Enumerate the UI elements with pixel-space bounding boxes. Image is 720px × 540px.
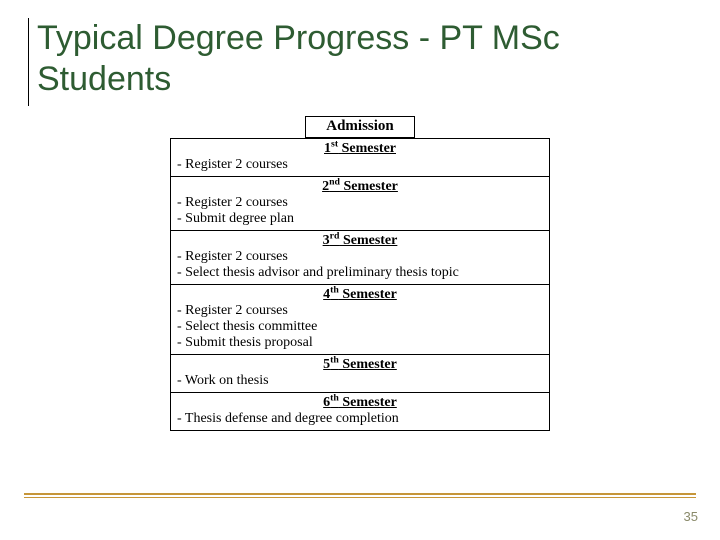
table-row: 2nd Semester- Register 2 courses- Submit… xyxy=(171,176,550,230)
progress-table: 1st Semester- Register 2 courses2nd Seme… xyxy=(170,138,550,431)
footer-rule xyxy=(24,493,696,498)
semester-header: 3rd Semester xyxy=(177,233,543,249)
title-block: Typical Degree Progress - PT MSc Student… xyxy=(28,18,692,106)
page-number: 35 xyxy=(684,509,698,524)
semester-cell: 4th Semester- Register 2 courses- Select… xyxy=(171,284,550,354)
semester-item: - Work on thesis xyxy=(177,373,543,389)
table-row: 4th Semester- Register 2 courses- Select… xyxy=(171,284,550,354)
progress-table-body: 1st Semester- Register 2 courses2nd Seme… xyxy=(171,138,550,430)
page-title: Typical Degree Progress - PT MSc Student… xyxy=(37,18,692,100)
semester-item: - Submit thesis proposal xyxy=(177,335,543,351)
semester-item: - Thesis defense and degree completion xyxy=(177,411,543,427)
semester-cell: 2nd Semester- Register 2 courses- Submit… xyxy=(171,176,550,230)
semester-cell: 1st Semester- Register 2 courses xyxy=(171,138,550,176)
table-row: 6th Semester- Thesis defense and degree … xyxy=(171,392,550,430)
semester-cell: 5th Semester- Work on thesis xyxy=(171,354,550,392)
semester-header: 4th Semester xyxy=(177,287,543,303)
table-row: 5th Semester- Work on thesis xyxy=(171,354,550,392)
semester-item: - Submit degree plan xyxy=(177,211,543,227)
admission-cell: Admission xyxy=(305,116,415,138)
semester-header: 2nd Semester xyxy=(177,179,543,195)
table-row: 3rd Semester- Register 2 courses- Select… xyxy=(171,230,550,284)
semester-cell: 6th Semester- Thesis defense and degree … xyxy=(171,392,550,430)
semester-item: - Register 2 courses xyxy=(177,195,543,211)
table-row: 1st Semester- Register 2 courses xyxy=(171,138,550,176)
semester-item: - Register 2 courses xyxy=(177,157,543,173)
semester-header: 6th Semester xyxy=(177,395,543,411)
semester-cell: 3rd Semester- Register 2 courses- Select… xyxy=(171,230,550,284)
semester-item: - Select thesis committee xyxy=(177,319,543,335)
semester-header: 5th Semester xyxy=(177,357,543,373)
semester-item: - Select thesis advisor and preliminary … xyxy=(177,265,543,281)
slide: Typical Degree Progress - PT MSc Student… xyxy=(0,0,720,540)
semester-item: - Register 2 courses xyxy=(177,249,543,265)
semester-header: 1st Semester xyxy=(177,141,543,157)
semester-item: - Register 2 courses xyxy=(177,303,543,319)
